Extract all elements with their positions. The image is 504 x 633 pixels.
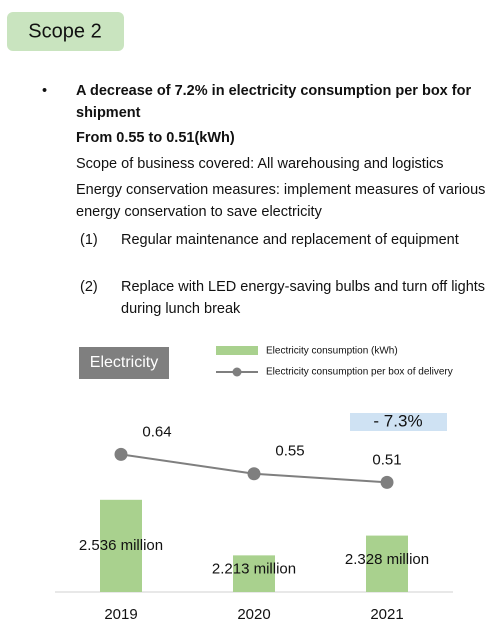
- bar: [100, 499, 142, 592]
- chart-badge: [79, 347, 169, 379]
- item-text: Replace with LED energy-saving bulbs and…: [121, 279, 486, 317]
- bullet: •: [42, 83, 48, 99]
- line-point: [247, 467, 261, 481]
- line-point: [114, 447, 128, 461]
- legend-swatch: [232, 367, 242, 377]
- bar-value-label: 2.328 million: [345, 551, 429, 568]
- measures: Energy conservation measures: implement …: [76, 182, 486, 220]
- x-tick-label: 2020: [237, 606, 270, 623]
- bar: [366, 535, 408, 592]
- title-badge: [7, 12, 124, 51]
- annotation-badge: [350, 413, 447, 431]
- bar: [233, 555, 275, 592]
- line-value-label: 0.55: [275, 443, 304, 460]
- page-title: Scope 2: [28, 20, 101, 42]
- line-value-label: 0.64: [142, 423, 171, 440]
- bar-value-label: 2.213 million: [212, 561, 296, 578]
- headline: A decrease of 7.2% in electricity consum…: [76, 83, 472, 121]
- legend-swatch: [216, 346, 258, 355]
- line-value-label: 0.51: [372, 451, 401, 468]
- chart-badge-text: Electricity: [90, 354, 158, 371]
- annotation: - 7.3%: [373, 411, 422, 430]
- bar-value-label: 2.536 million: [79, 537, 163, 554]
- item-number: (1): [80, 232, 98, 248]
- x-tick-label: 2019: [104, 606, 137, 623]
- item-text: Regular maintenance and replacement of e…: [121, 232, 459, 248]
- x-tick-label: 2021: [370, 606, 403, 623]
- legend-label: Electricity consumption (kWh): [266, 346, 398, 357]
- item-number: (2): [80, 279, 98, 295]
- line-point: [380, 475, 394, 489]
- legend-label: Electricity consumption per box of deliv…: [266, 367, 453, 378]
- detail: From 0.55 to 0.51(kWh): [76, 130, 235, 146]
- scope: Scope of business covered: All warehousi…: [76, 156, 444, 172]
